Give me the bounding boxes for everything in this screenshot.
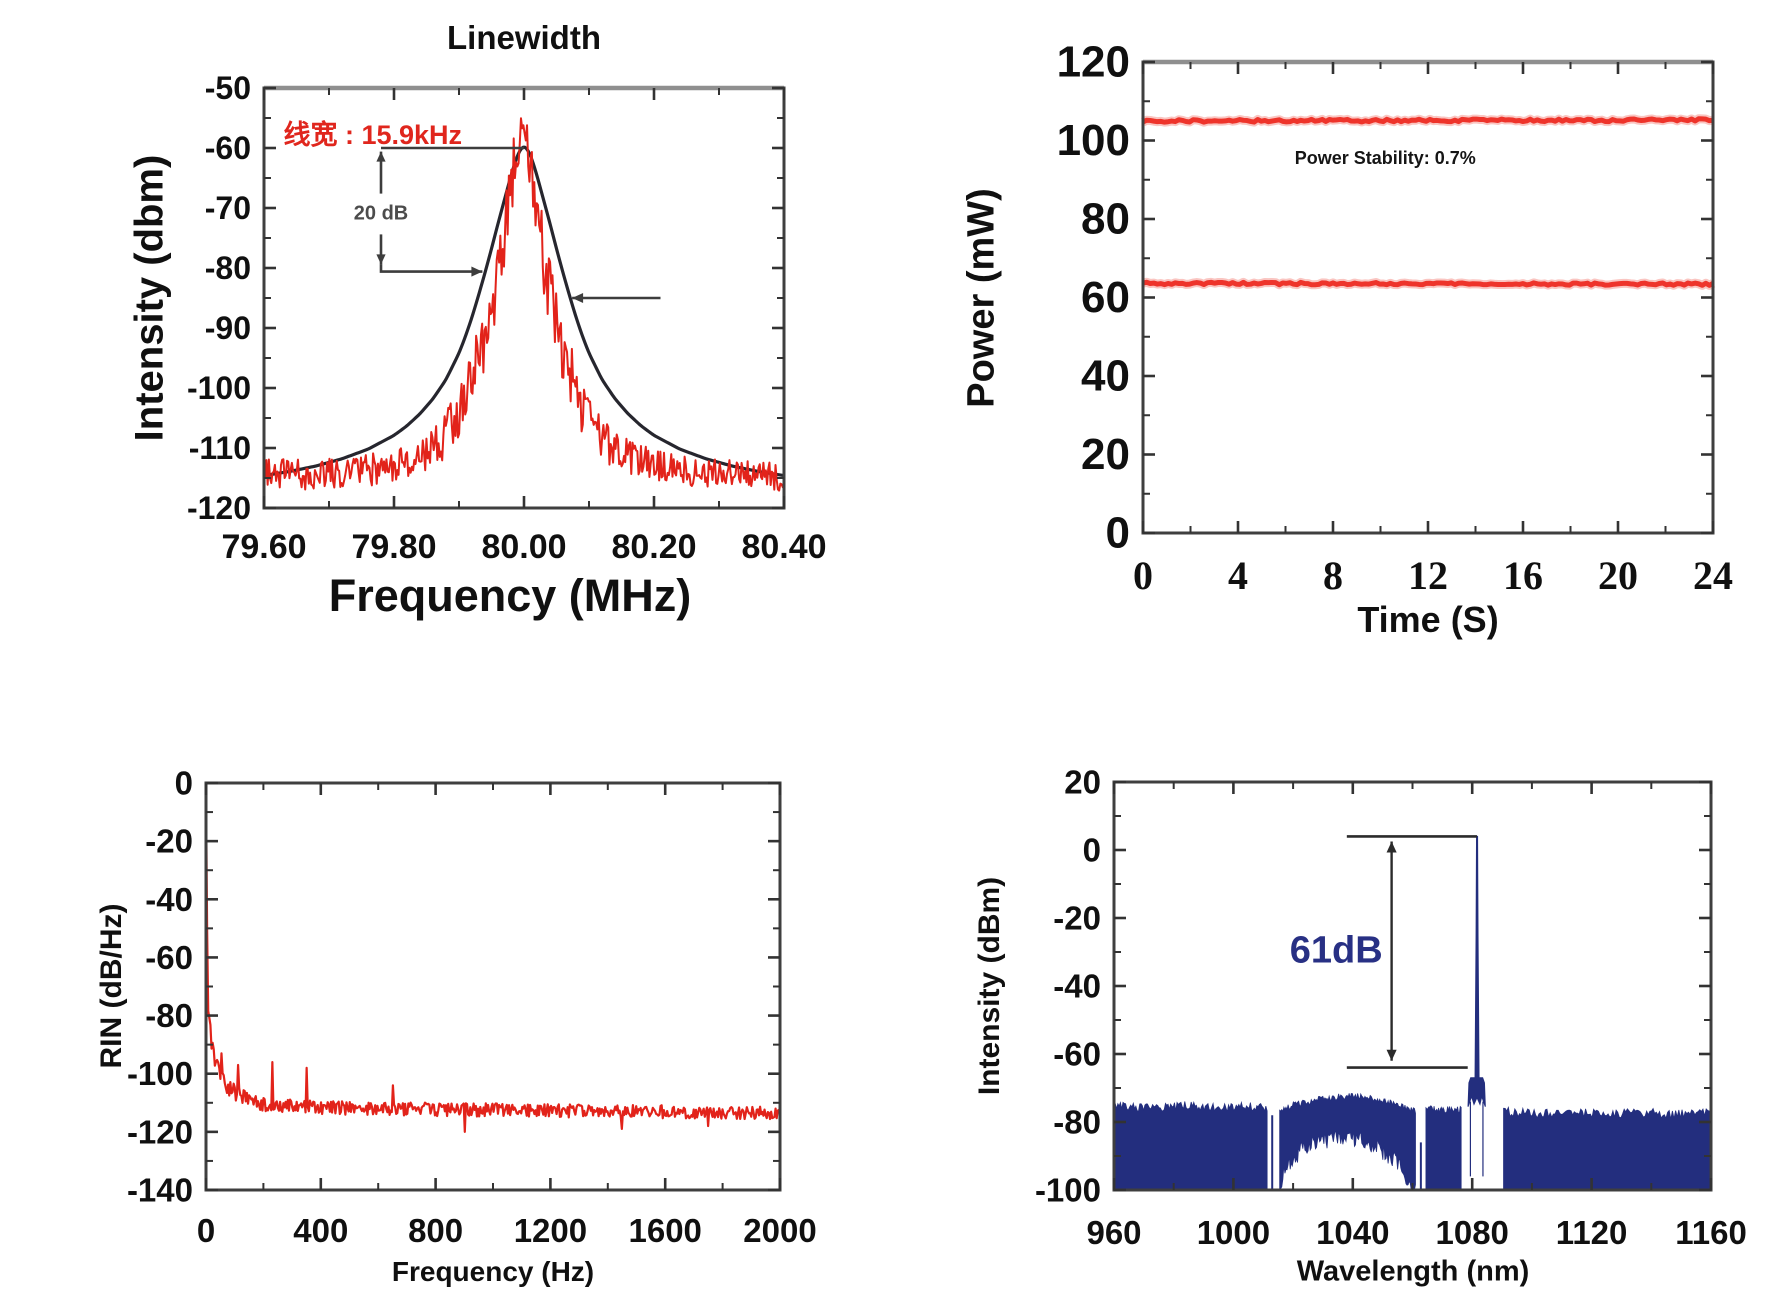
- svg-text:61dB: 61dB: [1290, 929, 1383, 971]
- svg-text:-20: -20: [145, 823, 193, 860]
- svg-text:-60: -60: [205, 130, 251, 166]
- svg-text:79.60: 79.60: [221, 528, 306, 566]
- svg-text:-100: -100: [127, 1055, 193, 1092]
- svg-text:80.40: 80.40: [741, 528, 826, 566]
- svg-text:60: 60: [1081, 273, 1130, 322]
- x-axis-label: Frequency (MHz): [328, 570, 692, 621]
- svg-text:1200: 1200: [514, 1212, 587, 1249]
- svg-text:16: 16: [1503, 553, 1543, 598]
- svg-text:400: 400: [293, 1212, 348, 1249]
- svg-text:-60: -60: [1053, 1036, 1101, 1073]
- svg-text:80: 80: [1081, 195, 1130, 244]
- svg-text:1080: 1080: [1435, 1214, 1508, 1251]
- y-axis-label: RIN (dB/Hz): [95, 903, 128, 1069]
- svg-text:80.20: 80.20: [611, 528, 696, 566]
- svg-text:24: 24: [1693, 553, 1733, 598]
- svg-text:20 dB: 20 dB: [354, 202, 408, 224]
- svg-text:1040: 1040: [1316, 1214, 1389, 1251]
- svg-text:-80: -80: [1053, 1104, 1101, 1141]
- svg-text:0: 0: [1106, 509, 1130, 558]
- svg-text:-100: -100: [1035, 1172, 1101, 1209]
- x-axis-label: Time (S): [1357, 599, 1499, 640]
- svg-text:12: 12: [1408, 553, 1448, 598]
- svg-text:1120: 1120: [1556, 1214, 1628, 1251]
- svg-text:-100: -100: [187, 370, 251, 406]
- svg-text:-110: -110: [189, 430, 251, 466]
- chart-title: Linewidth: [447, 19, 601, 56]
- svg-text:-120: -120: [127, 1113, 193, 1150]
- svg-text:-70: -70: [205, 190, 251, 226]
- svg-text:4: 4: [1228, 553, 1248, 598]
- svg-text:-90: -90: [205, 310, 251, 346]
- svg-text:79.80: 79.80: [351, 528, 436, 566]
- svg-text:Power Stability: 0.7%: Power Stability: 0.7%: [1295, 148, 1476, 168]
- y-axis-label: Intensity (dBm): [973, 876, 1006, 1096]
- svg-text:-80: -80: [205, 250, 251, 286]
- svg-text:-140: -140: [127, 1172, 193, 1209]
- svg-text:0: 0: [1083, 832, 1101, 869]
- svg-text:1000: 1000: [1197, 1214, 1270, 1251]
- svg-text:-20: -20: [1053, 900, 1101, 937]
- svg-text:20: 20: [1064, 764, 1101, 801]
- svg-text:-60: -60: [145, 939, 193, 976]
- svg-text:-50: -50: [205, 70, 251, 106]
- svg-text:1600: 1600: [628, 1212, 701, 1249]
- svg-text:0: 0: [197, 1212, 215, 1249]
- svg-text:-40: -40: [145, 881, 193, 918]
- y-axis-label: Power (mW): [960, 188, 1003, 408]
- svg-text:40: 40: [1081, 352, 1130, 401]
- svg-text:1160: 1160: [1675, 1214, 1747, 1251]
- svg-text:120: 120: [1057, 38, 1130, 87]
- x-axis-label: Frequency (Hz): [391, 1256, 595, 1287]
- svg-text:800: 800: [408, 1212, 463, 1249]
- svg-text:8: 8: [1323, 553, 1343, 598]
- svg-text:-80: -80: [145, 997, 193, 1034]
- svg-text:20: 20: [1598, 553, 1638, 598]
- svg-text:2000: 2000: [743, 1212, 816, 1249]
- svg-text:0: 0: [175, 765, 193, 802]
- svg-text:-40: -40: [1053, 968, 1101, 1005]
- svg-text:20: 20: [1081, 430, 1130, 479]
- svg-text:960: 960: [1086, 1214, 1141, 1251]
- svg-text:线宽 : 15.9kHz: 线宽 : 15.9kHz: [284, 119, 463, 150]
- svg-text:80.00: 80.00: [481, 528, 566, 566]
- svg-text:-120: -120: [187, 490, 251, 526]
- y-axis-label: Intensity (dbm): [127, 154, 172, 442]
- svg-text:0: 0: [1133, 553, 1153, 598]
- x-axis-label: Wavelength (nm): [1296, 1255, 1530, 1288]
- svg-text:100: 100: [1057, 116, 1130, 165]
